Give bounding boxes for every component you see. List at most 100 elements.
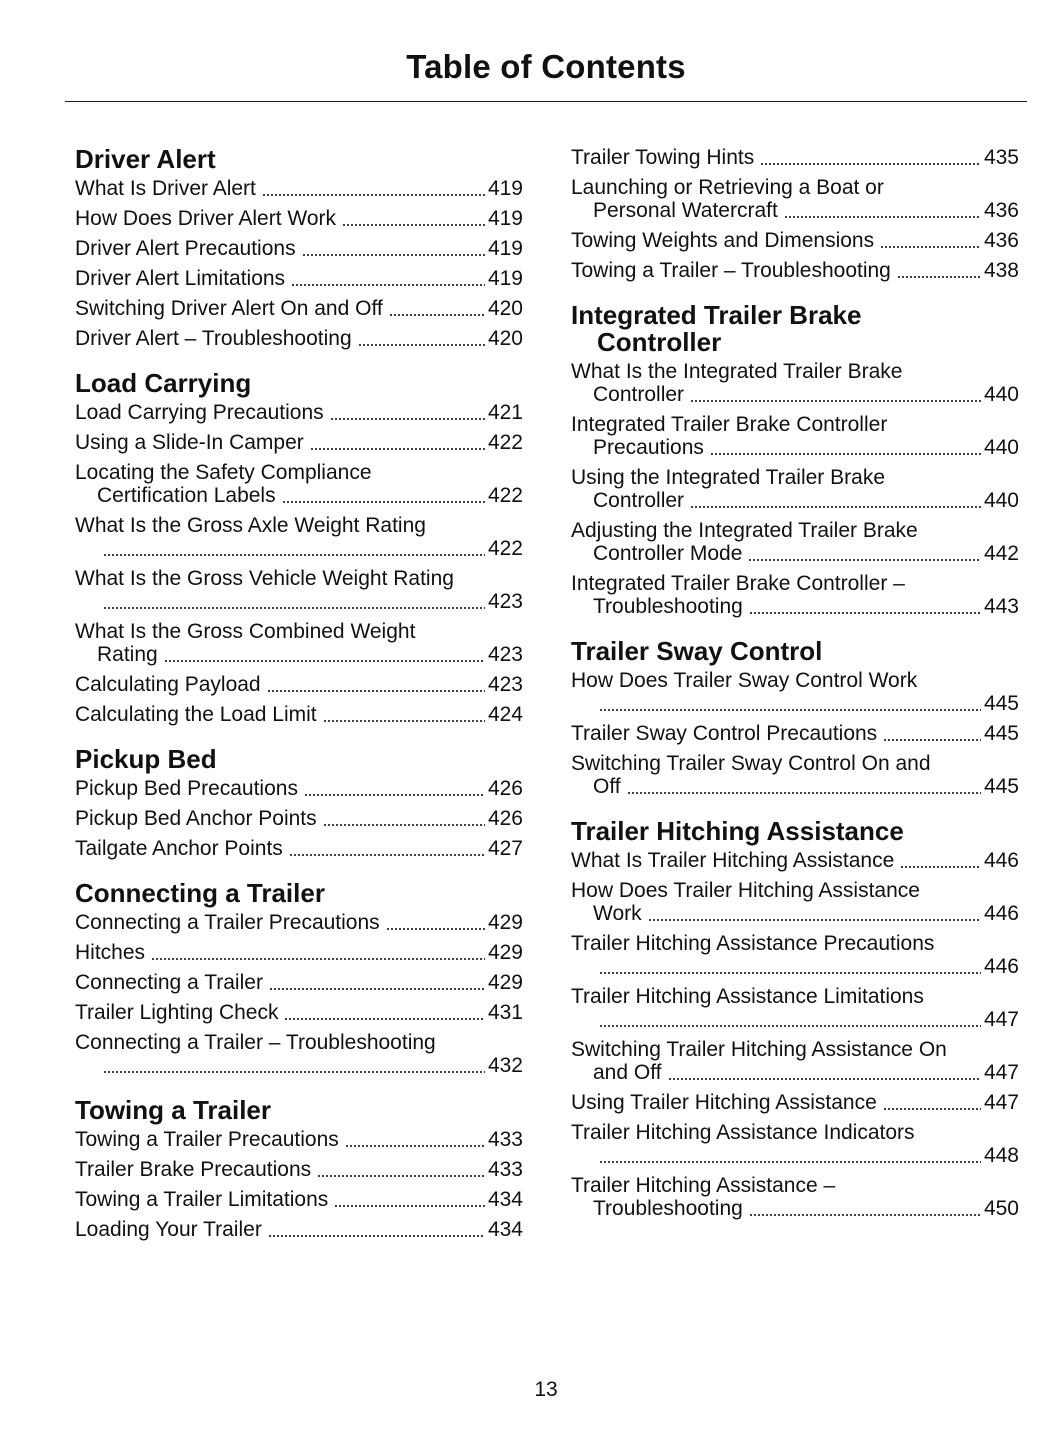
toc-entry[interactable]: Connecting a Trailer – Troubleshooting 43… xyxy=(75,1031,523,1077)
toc-entry[interactable]: Trailer Brake Precautions 433 xyxy=(75,1158,523,1181)
toc-entry[interactable]: Pickup Bed Anchor Points 426 xyxy=(75,807,523,830)
toc-entry-title[interactable]: Trailer Hitching Assistance Precautions xyxy=(571,932,935,955)
toc-entry[interactable]: Switching Trailer Sway Control On and Off… xyxy=(571,752,1019,798)
toc-entry[interactable]: What Is Trailer Hitching Assistance 446 xyxy=(571,849,1019,872)
toc-entry-title[interactable]: Switching Driver Alert On and Off xyxy=(75,297,383,320)
toc-entry-page[interactable]: 422 xyxy=(487,484,523,507)
toc-entry[interactable]: Connecting a Trailer Precautions 429 xyxy=(75,911,523,934)
toc-entry-page[interactable]: 432 xyxy=(487,1054,523,1077)
toc-entry-title[interactable]: What Is Trailer Hitching Assistance xyxy=(571,849,895,872)
toc-entry-title[interactable]: Trailer Hitching Assistance Limitations xyxy=(571,985,924,1008)
toc-entry-page[interactable]: 438 xyxy=(983,259,1019,282)
toc-entry-page[interactable]: 440 xyxy=(983,436,1019,459)
toc-entry-title[interactable]: Switching Trailer Sway Control On and xyxy=(571,752,931,775)
toc-entry-page[interactable]: 427 xyxy=(487,837,523,860)
toc-entry-page[interactable]: 429 xyxy=(487,971,523,994)
toc-entry[interactable]: Loading Your Trailer 434 xyxy=(75,1218,523,1241)
toc-entry[interactable]: Towing a Trailer – Troubleshooting 438 xyxy=(571,259,1019,282)
toc-entry[interactable]: Calculating Payload 423 xyxy=(75,673,523,696)
toc-entry-page[interactable]: 419 xyxy=(487,177,523,200)
toc-entry-title[interactable]: Adjusting the Integrated Trailer Brake xyxy=(571,519,918,542)
toc-entry[interactable]: Using a Slide-In Camper 422 xyxy=(75,431,523,454)
toc-entry[interactable]: Trailer Hitching Assistance Precautions 4… xyxy=(571,932,1019,978)
toc-entry[interactable]: Towing a Trailer Precautions 433 xyxy=(75,1128,523,1151)
toc-entry-page[interactable]: 434 xyxy=(487,1188,523,1211)
toc-entry[interactable]: Integrated Trailer Brake Controller – Tro… xyxy=(571,572,1019,618)
toc-entry[interactable]: Trailer Hitching Assistance Indicators 44… xyxy=(571,1121,1019,1167)
toc-entry-title-continued[interactable]: Certification Labels xyxy=(97,484,276,507)
toc-entry-page[interactable]: 421 xyxy=(487,401,523,424)
toc-entry-title[interactable]: Loading Your Trailer xyxy=(75,1218,262,1241)
toc-entry-title-continued[interactable]: Rating xyxy=(97,643,158,666)
toc-entry-title-continued[interactable]: Personal Watercraft xyxy=(593,199,778,222)
toc-entry-page[interactable]: 422 xyxy=(487,537,523,560)
toc-entry-title[interactable]: Driver Alert Precautions xyxy=(75,237,296,260)
toc-entry[interactable]: Launching or Retrieving a Boat or Persona… xyxy=(571,176,1019,222)
toc-entry[interactable]: Trailer Hitching Assistance Limitations 4… xyxy=(571,985,1019,1031)
toc-entry-page[interactable]: 440 xyxy=(983,489,1019,512)
toc-entry-title[interactable]: Calculating the Load Limit xyxy=(75,703,317,726)
toc-entry-page[interactable]: 436 xyxy=(983,199,1019,222)
toc-entry[interactable]: Tailgate Anchor Points 427 xyxy=(75,837,523,860)
toc-entry[interactable]: What Is the Gross Combined Weight Rating 4… xyxy=(75,620,523,666)
toc-entry-title[interactable]: Hitches xyxy=(75,941,146,964)
toc-entry-page[interactable]: 426 xyxy=(487,807,523,830)
toc-entry[interactable]: Adjusting the Integrated Trailer Brake Co… xyxy=(571,519,1019,565)
toc-entry-title[interactable]: Locating the Safety Compliance xyxy=(75,461,372,484)
toc-entry-title[interactable]: Trailer Towing Hints xyxy=(571,146,755,169)
toc-entry-page[interactable]: 433 xyxy=(487,1158,523,1181)
toc-entry[interactable]: Trailer Sway Control Precautions 445 xyxy=(571,722,1019,745)
toc-entry-title[interactable]: Trailer Lighting Check xyxy=(75,1001,279,1024)
toc-entry-title-continued[interactable]: Precautions xyxy=(593,436,704,459)
toc-entry-page[interactable]: 436 xyxy=(983,229,1019,252)
toc-entry-page[interactable]: 442 xyxy=(983,542,1019,565)
toc-entry[interactable]: Driver Alert – Troubleshooting 420 xyxy=(75,327,523,350)
toc-entry[interactable]: Integrated Trailer Brake Controller Preca… xyxy=(571,413,1019,459)
toc-entry[interactable]: Load Carrying Precautions 421 xyxy=(75,401,523,424)
toc-entry-title-continued[interactable]: Work xyxy=(593,902,642,925)
toc-entry-page[interactable]: 447 xyxy=(983,1091,1019,1114)
toc-entry[interactable]: How Does Driver Alert Work 419 xyxy=(75,207,523,230)
toc-entry-page[interactable]: 445 xyxy=(983,692,1019,715)
toc-entry-title[interactable]: Launching or Retrieving a Boat or xyxy=(571,176,884,199)
toc-entry-page[interactable]: 445 xyxy=(983,775,1019,798)
toc-entry[interactable]: Using the Integrated Trailer Brake Contro… xyxy=(571,466,1019,512)
toc-entry-title[interactable]: Towing a Trailer – Troubleshooting xyxy=(571,259,891,282)
toc-entry-title[interactable]: Integrated Trailer Brake Controller xyxy=(571,413,888,436)
toc-entry[interactable]: How Does Trailer Sway Control Work 445 xyxy=(571,669,1019,715)
toc-entry-page[interactable]: 426 xyxy=(487,777,523,800)
toc-entry-title-continued[interactable]: and Off xyxy=(593,1061,662,1084)
toc-entry[interactable]: Trailer Towing Hints 435 xyxy=(571,146,1019,169)
toc-entry[interactable]: Locating the Safety Compliance Certificat… xyxy=(75,461,523,507)
toc-entry-page[interactable]: 433 xyxy=(487,1128,523,1151)
toc-entry[interactable]: Pickup Bed Precautions 426 xyxy=(75,777,523,800)
toc-entry-title[interactable]: Connecting a Trailer – Troubleshooting xyxy=(75,1031,436,1054)
toc-entry-page[interactable]: 446 xyxy=(983,902,1019,925)
toc-entry-title[interactable]: What Is Driver Alert xyxy=(75,177,256,200)
toc-entry-title[interactable]: Connecting a Trailer Precautions xyxy=(75,911,380,934)
toc-entry-title[interactable]: Trailer Hitching Assistance – xyxy=(571,1174,836,1197)
toc-entry-page[interactable]: 443 xyxy=(983,595,1019,618)
toc-entry-title[interactable]: Tailgate Anchor Points xyxy=(75,837,283,860)
toc-entry-title[interactable]: Trailer Brake Precautions xyxy=(75,1158,312,1181)
toc-entry-page[interactable]: 445 xyxy=(983,722,1019,745)
toc-entry-title[interactable]: Using Trailer Hitching Assistance xyxy=(571,1091,877,1114)
toc-entry-page[interactable]: 424 xyxy=(487,703,523,726)
toc-entry-title[interactable]: Load Carrying Precautions xyxy=(75,401,324,424)
toc-entry-title[interactable]: Driver Alert Limitations xyxy=(75,267,286,290)
toc-entry-page[interactable]: 422 xyxy=(487,431,523,454)
toc-entry-page[interactable]: 446 xyxy=(983,955,1019,978)
toc-entry[interactable]: How Does Trailer Hitching Assistance Work… xyxy=(571,879,1019,925)
toc-entry-page[interactable]: 423 xyxy=(487,590,523,613)
toc-entry-page[interactable]: 435 xyxy=(983,146,1019,169)
toc-entry-title[interactable]: Trailer Hitching Assistance Indicators xyxy=(571,1121,915,1144)
toc-entry[interactable]: What Is the Integrated Trailer Brake Cont… xyxy=(571,360,1019,406)
toc-entry-page[interactable]: 440 xyxy=(983,383,1019,406)
toc-entry[interactable]: What Is the Gross Axle Weight Rating 422 xyxy=(75,514,523,560)
toc-entry-title[interactable]: How Does Trailer Hitching Assistance xyxy=(571,879,920,902)
toc-entry[interactable]: Switching Driver Alert On and Off 420 xyxy=(75,297,523,320)
toc-entry-page[interactable]: 419 xyxy=(487,207,523,230)
toc-entry-title-continued[interactable]: Troubleshooting xyxy=(593,1197,743,1220)
toc-entry-page[interactable]: 420 xyxy=(487,327,523,350)
toc-entry-title[interactable]: Towing a Trailer Precautions xyxy=(75,1128,339,1151)
